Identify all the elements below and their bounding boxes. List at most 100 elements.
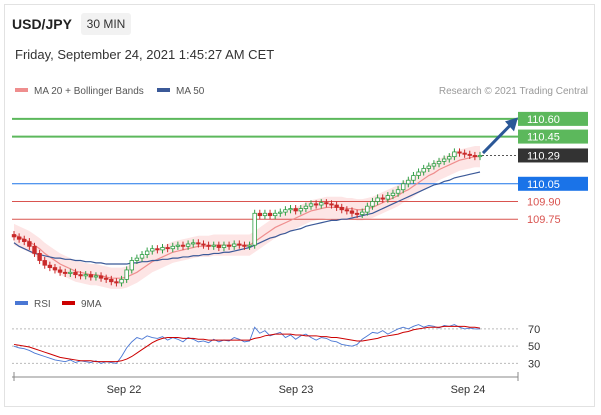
level-label-3: 110.05	[527, 179, 560, 191]
candle-body	[191, 242, 196, 245]
candle-body	[93, 275, 99, 278]
level-label-1: 110.45	[527, 132, 560, 144]
candle-body	[73, 271, 78, 276]
ma50-swatch	[157, 88, 170, 92]
candle-body	[155, 248, 160, 251]
ma20-swatch	[15, 88, 28, 92]
candle-body	[83, 274, 88, 277]
candle-body	[170, 245, 175, 250]
legend-ma20-label: MA 20 + Bollinger Bands	[34, 86, 144, 97]
candle-body	[88, 274, 94, 278]
candle-body	[211, 244, 216, 247]
candle-body	[185, 243, 191, 247]
candle-body	[395, 189, 401, 194]
candle-body	[57, 269, 63, 273]
level-label-0: 110.60	[527, 114, 560, 126]
candle-body	[411, 175, 416, 181]
candle-body	[267, 212, 273, 217]
candle-body	[329, 203, 334, 206]
level-tag-2	[518, 148, 588, 163]
level-label-2: 110.29	[527, 150, 560, 162]
candle-body	[477, 155, 483, 158]
candle-body	[426, 165, 431, 169]
candle-body	[349, 210, 355, 214]
candle-body	[457, 151, 462, 154]
legend-ma20: MA 20 + Bollinger Bands	[15, 86, 144, 97]
candle-body	[231, 243, 237, 247]
candle-body	[339, 206, 344, 211]
legend-ma9-label: 9MA	[81, 299, 102, 310]
candle-body	[68, 271, 73, 274]
level-tag-3	[518, 176, 588, 191]
x-tick-label-1: Sep 23	[279, 384, 314, 396]
rsi-line	[13, 324, 480, 364]
candle-body	[42, 260, 47, 266]
legend-ma50: MA 50	[157, 86, 204, 97]
candle-body	[467, 153, 472, 156]
level-label-5: 109.75	[527, 214, 561, 226]
candle-body	[165, 247, 170, 250]
chart-datetime: Friday, September 24, 2021 1:45:27 AM CE…	[15, 47, 275, 62]
candle-body	[160, 247, 165, 251]
ma20-line	[13, 156, 480, 279]
candle-body	[262, 212, 268, 217]
candle-body	[406, 179, 411, 185]
candle-body	[139, 254, 145, 259]
candle-body	[283, 209, 288, 213]
ma50-line	[13, 171, 481, 265]
candle-body	[257, 212, 263, 217]
chart-frame	[4, 4, 595, 407]
candle-body	[144, 250, 150, 255]
candle-body	[421, 168, 426, 173]
candle-body	[354, 212, 360, 215]
rsi-ma9-line	[13, 325, 481, 363]
candle-body	[237, 243, 242, 246]
candle-body	[365, 205, 370, 213]
candle-body	[16, 236, 22, 240]
candle-body	[180, 244, 186, 247]
rsi-tick-label-30: 30	[528, 358, 540, 370]
candle-body	[78, 274, 83, 277]
candle-body	[119, 278, 124, 284]
candle-body	[293, 208, 298, 212]
legend-ma50-label: MA 50	[176, 86, 205, 97]
candle-body	[472, 155, 478, 158]
candle-body	[390, 192, 396, 196]
candle-body	[298, 208, 303, 212]
symbol-title: USD/JPY	[12, 16, 72, 32]
forecast-arrow-shaft	[481, 121, 515, 155]
candle-body	[109, 278, 114, 283]
candle-body	[319, 202, 324, 206]
candle-body	[385, 195, 391, 200]
candle-body	[47, 264, 53, 268]
candle-body	[360, 211, 365, 215]
level-label-4: 109.90	[527, 196, 561, 208]
candle-body	[380, 197, 385, 200]
candle-body	[313, 203, 319, 206]
candle-body	[462, 152, 467, 155]
level-tag-0	[518, 111, 588, 126]
candle-body	[272, 212, 278, 217]
candle-body	[196, 242, 201, 245]
candle-body	[63, 271, 68, 274]
candle-body	[37, 253, 42, 261]
legend-ma9: 9MA	[62, 299, 102, 310]
candle-body	[52, 267, 58, 271]
candle-body	[201, 243, 206, 246]
rsi-tick-label-70: 70	[528, 324, 540, 336]
candle-body	[278, 211, 283, 214]
candle-body	[242, 244, 247, 247]
level-tag-1	[518, 129, 588, 144]
candle-body	[400, 183, 406, 191]
candle-body	[447, 156, 452, 160]
bollinger-band	[14, 146, 480, 289]
candle-body	[98, 275, 104, 279]
candle-body	[129, 260, 134, 271]
candle-body	[27, 241, 32, 247]
candle-body	[308, 203, 314, 207]
timeframe-button[interactable]: 30 MIN	[81, 13, 131, 35]
rsi-swatch	[15, 301, 28, 305]
candle-body	[32, 245, 37, 254]
candle-body	[175, 244, 181, 247]
